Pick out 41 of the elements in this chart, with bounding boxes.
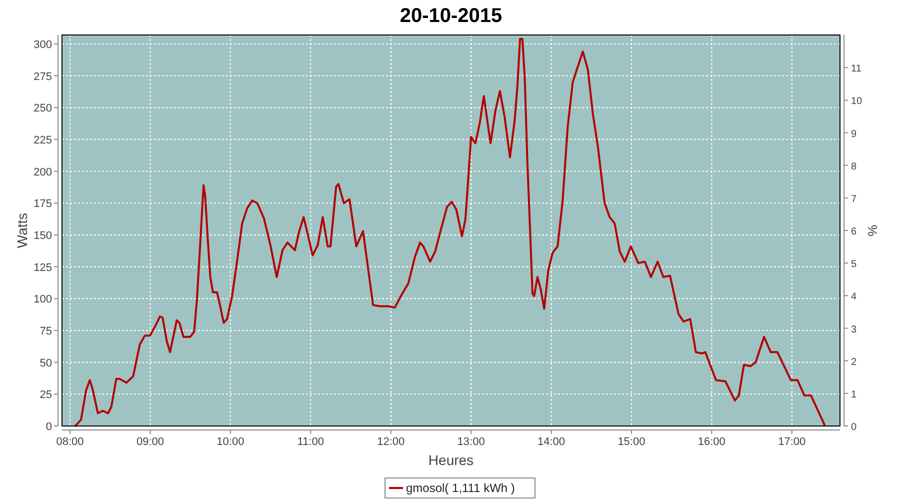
legend-label: gmosol( 1,111 kWh ) [406,481,515,495]
y-tick-label: 125 [34,262,52,274]
x-tick-label: 10:00 [216,436,244,448]
y2-tick-label: 0 [851,422,857,433]
y2-tick-label: 3 [851,324,857,336]
y2-tick-label: 9 [851,128,857,140]
chart-title: 20-10-2015 [400,5,502,27]
y-tick-label: 300 [34,38,52,51]
x-tick-label: 08:00 [56,436,84,448]
x-axis-title: Heures [428,452,474,468]
line-series [74,38,826,427]
y2-tick-label: 2 [851,356,857,368]
y2-tick-label: 1 [851,389,857,400]
x-tick-label: 12:00 [377,436,405,448]
y2-tick-label: 10 [851,96,863,108]
y-tick-label: 175 [34,198,52,210]
y-tick-label: 150 [34,230,52,242]
x-tick-label: 16:00 [698,436,726,448]
y-tick-label: 225 [34,134,52,146]
y-tick-label: 250 [34,102,52,115]
y-tick-label: 75 [40,325,52,338]
y-tick-label: 0 [46,421,52,433]
x-tick-label: 09:00 [136,436,164,448]
x-tick-label: 17:00 [778,436,806,448]
y2-tick-label: 11 [851,64,862,75]
y-tick-label: 275 [34,70,52,83]
y2-tick-label: 4 [851,292,857,303]
x-tick-label: 14:00 [537,436,566,448]
y-axis-title: Watts [14,212,30,248]
y-tick-label: 50 [40,357,52,370]
y2-tick-label: 8 [851,161,857,172]
x-tick-label: 11:00 [297,436,324,448]
y-tick-label: 200 [34,166,52,178]
y-tick-label: 100 [34,294,52,306]
y-tick-label: 25 [40,389,52,402]
y2-tick-label: 6 [851,226,857,238]
y2-tick-label: 5 [851,259,857,270]
x-tick-label: 13:00 [457,436,485,448]
y2-tick-label: 7 [851,194,857,205]
x-tick-label: 15:00 [618,436,646,448]
y2-axis-title: % [865,224,880,237]
